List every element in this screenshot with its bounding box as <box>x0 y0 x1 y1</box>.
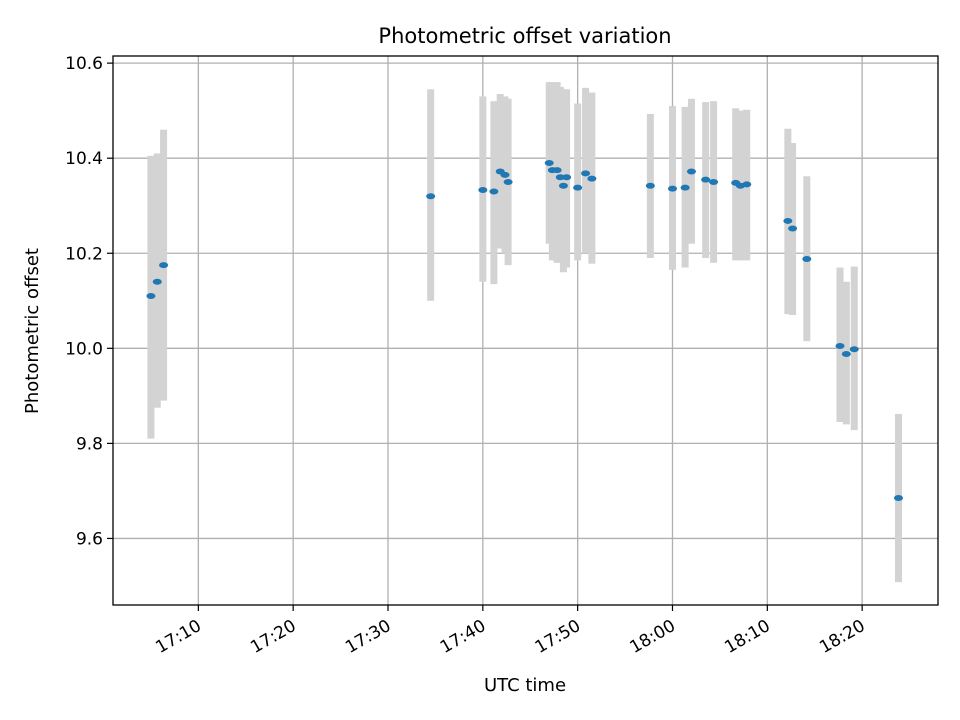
x-axis-label: UTC time <box>484 675 566 696</box>
data-point <box>159 262 169 269</box>
y-tick-label: 9.6 <box>76 529 103 549</box>
data-point <box>645 182 655 189</box>
data-point <box>893 495 903 502</box>
y-tick-label: 10.0 <box>65 339 103 359</box>
data-point <box>500 171 510 178</box>
data-point <box>552 167 562 174</box>
data-point <box>426 193 436 200</box>
data-points <box>146 159 903 502</box>
data-point <box>555 174 565 181</box>
chart-title: Photometric offset variation <box>378 24 671 48</box>
data-point <box>581 170 591 177</box>
data-point <box>667 185 677 192</box>
data-point <box>701 176 711 183</box>
error-bar <box>574 103 582 261</box>
data-point <box>562 174 572 181</box>
data-point <box>478 187 488 194</box>
data-point <box>152 278 162 285</box>
data-point <box>503 178 513 185</box>
data-point <box>849 346 859 353</box>
y-axis-ticks: 9.6 9.8 10.0 10.2 10.4 10.6 <box>65 54 113 549</box>
data-point <box>742 181 752 188</box>
data-point <box>558 182 568 189</box>
y-tick-label: 9.8 <box>76 434 103 454</box>
data-point <box>489 188 499 195</box>
data-point <box>783 217 793 224</box>
y-tick-label: 10.4 <box>65 149 103 169</box>
data-point <box>709 178 719 185</box>
data-point <box>788 225 798 232</box>
data-point <box>680 184 690 191</box>
data-point <box>587 175 597 182</box>
data-point <box>841 351 851 358</box>
y-axis-label: Photometric offset <box>22 248 43 414</box>
data-point <box>146 293 156 300</box>
plot-frame <box>112 55 939 606</box>
y-tick-label: 10.6 <box>65 54 103 74</box>
data-point <box>686 168 696 175</box>
data-point <box>835 342 845 349</box>
data-point <box>544 159 554 166</box>
data-point <box>573 184 583 191</box>
grid <box>113 56 938 605</box>
data-point <box>802 255 812 262</box>
y-tick-label: 10.2 <box>65 244 103 264</box>
